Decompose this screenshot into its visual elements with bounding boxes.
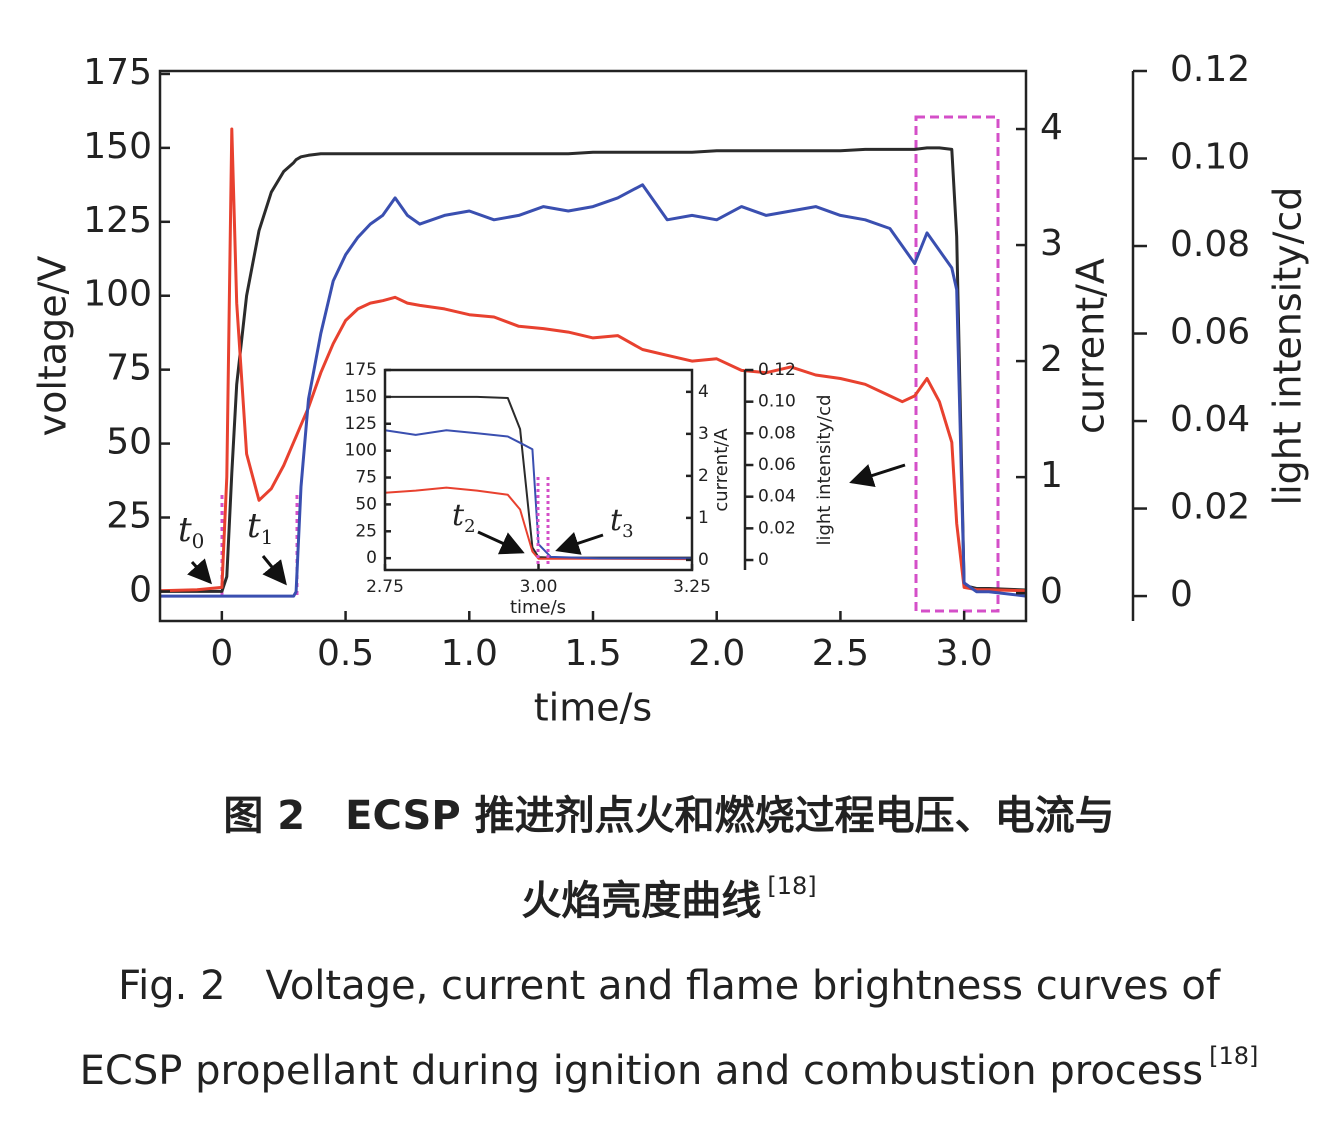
y-tick-label: 75	[355, 468, 377, 488]
y-tick-label: 0	[129, 569, 152, 610]
y2-tick-label: 1	[1040, 455, 1063, 496]
caption-text: 图 2 ECSP 推进剂点火和燃烧过程电压、电流与	[223, 793, 1114, 839]
y-tick-label: 75	[106, 348, 152, 389]
y2-tick-label: 4	[1040, 107, 1063, 148]
caption-line: 火焰亮度曲线 [18]	[521, 872, 816, 924]
annotation: t0	[178, 510, 204, 553]
pointer-arrow	[849, 463, 906, 488]
y3-tick-label: 0.04	[1170, 399, 1250, 440]
y-tick-label: 100	[83, 274, 152, 315]
caption-line: ECSP propellant during ignition and comb…	[80, 1042, 1259, 1094]
series-line	[160, 146, 1027, 593]
highlight-box	[914, 115, 1000, 613]
caption-line: 图 2 ECSP 推进剂点火和燃烧过程电压、电流与	[223, 793, 1114, 839]
x-tick-label: 0.5	[317, 633, 374, 674]
annotation-text: t	[610, 503, 623, 538]
y3-tick-label: 0.02	[758, 518, 796, 538]
y3-axis-label: light intensity/cd	[1266, 187, 1310, 506]
y-tick-label: 25	[106, 496, 152, 537]
y-tick-label: 150	[345, 387, 377, 407]
y-tick-label: 100	[345, 441, 377, 461]
annotation-arrow	[477, 530, 525, 555]
x-axis-label: time/s	[510, 597, 566, 618]
annotation-text: t	[178, 510, 192, 550]
y-tick-label: 50	[106, 422, 152, 463]
y-tick-label: 175	[345, 360, 377, 380]
series-line	[160, 183, 1027, 598]
y3-axis-label: light intensity/cd	[814, 394, 835, 545]
annotation: t3	[610, 503, 634, 542]
caption-text: Fig. 2 Voltage, current and flame bright…	[118, 963, 1221, 1009]
chart: 2.75 3.00 3.25 0 25 50 75 100 125 150 175 0 1 2 3 4 0 0.0…	[345, 360, 835, 618]
x-tick-label: 0	[210, 633, 233, 674]
y3-tick-label: 0.02	[1170, 487, 1250, 528]
annotation: t1	[247, 506, 273, 549]
y2-tick-label: 4	[698, 382, 709, 402]
y-tick-label: 150	[83, 126, 152, 167]
y3-tick-label: 0	[1170, 574, 1193, 615]
caption-text: 火焰亮度曲线	[521, 878, 761, 924]
chart: 0 0.5 1.0 1.5 2.0 2.5 3.0025507510012515017501…	[31, 49, 1310, 730]
y3-tick-label: 0.04	[758, 487, 796, 507]
caption-text: ECSP propellant during ignition and comb…	[80, 1048, 1203, 1094]
y2-axis-label: current/A	[1069, 258, 1113, 434]
y2-tick-label: 0	[1040, 571, 1063, 612]
y2-tick-label: 2	[1040, 339, 1063, 380]
y3-tick-label: 0.06	[1170, 312, 1250, 353]
x-tick-label: 2.5	[812, 633, 869, 674]
y3-tick-label: 0.06	[758, 455, 796, 475]
x-tick-label: 2.0	[688, 633, 745, 674]
x-tick-label: 3.00	[520, 577, 558, 597]
caption-ref: [18]	[767, 872, 816, 900]
annotation-arrow	[187, 558, 213, 585]
y3-tick-label: 0.10	[758, 392, 796, 412]
annotation-arrow	[555, 531, 604, 555]
y-tick-label: 25	[355, 521, 377, 541]
y-tick-label: 125	[345, 414, 377, 434]
y3-tick-label: 0.12	[1170, 49, 1250, 90]
series-line	[384, 429, 692, 560]
caption-line: Fig. 2 Voltage, current and flame bright…	[118, 963, 1221, 1009]
caption-ref: [18]	[1209, 1042, 1258, 1070]
y3-tick-label: 0.12	[758, 360, 796, 380]
y3-tick-label: 0.10	[1170, 137, 1250, 178]
y2-tick-label: 3	[1040, 223, 1063, 264]
annotation-text: t	[247, 506, 261, 546]
x-tick-label: 3.0	[936, 633, 993, 674]
y3-tick-label: 0.08	[758, 423, 796, 443]
y3-tick-label: 0.08	[1170, 224, 1250, 265]
y2-tick-label: 1	[698, 508, 709, 528]
annotation: t2	[452, 498, 476, 537]
annotation-subscript: 2	[464, 516, 475, 537]
annotation-subscript: 1	[261, 525, 274, 549]
y2-tick-label: 0	[698, 550, 709, 570]
y-tick-label: 125	[83, 200, 152, 241]
x-tick-label: 3.25	[673, 577, 711, 597]
y-tick-label: 175	[83, 52, 152, 93]
x-tick-label: 2.75	[366, 577, 404, 597]
annotation-subscript: 0	[192, 529, 205, 553]
x-axis-label: time/s	[534, 686, 652, 730]
y2-tick-label: 3	[698, 424, 709, 444]
y3-tick-label: 0	[758, 550, 769, 570]
annotation-arrow	[261, 555, 287, 586]
x-tick-label: 1.5	[564, 633, 621, 674]
series-line	[159, 127, 1027, 593]
y-tick-label: 50	[355, 494, 377, 514]
series-line	[384, 486, 693, 561]
annotation-text: t	[452, 498, 465, 533]
y2-axis-label: current/A	[711, 428, 732, 512]
y-axis-label: voltage/V	[31, 256, 75, 437]
x-tick-label: 1.0	[441, 633, 498, 674]
y2-tick-label: 2	[698, 466, 709, 486]
y-tick-label: 0	[366, 548, 377, 568]
annotation-subscript: 3	[622, 521, 633, 542]
